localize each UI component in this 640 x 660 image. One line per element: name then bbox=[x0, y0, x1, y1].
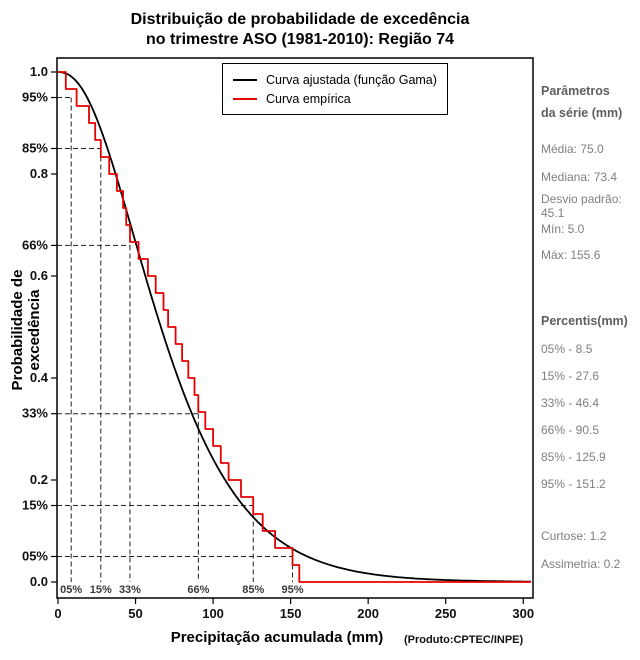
stat-item-curtose: Curtose: 1.2 bbox=[541, 529, 607, 543]
stat-item-min: Mín: 5.0 bbox=[541, 222, 585, 236]
stats-panel: Parâmetros da série (mm) Média: 75.0 Med… bbox=[541, 84, 638, 571]
percentil-item-66: 66% - 90.5 bbox=[541, 423, 600, 437]
percentil-item-85: 85% - 125.9 bbox=[541, 450, 606, 464]
percentil-item-33: 33% - 46.4 bbox=[541, 396, 600, 410]
percentil-item-95: 95% - 151.2 bbox=[541, 477, 606, 491]
y-axis-title: Probabilidade de excedência bbox=[9, 269, 43, 391]
percentil-item-15: 15% - 27.6 bbox=[541, 369, 600, 383]
percentile-x-label: 66% bbox=[187, 584, 209, 596]
x-tick-label: 300 bbox=[512, 606, 534, 621]
percentile-x-label: 95% bbox=[281, 584, 303, 596]
legend-label-fitted: Curva ajustada (função Gama) bbox=[266, 72, 437, 87]
legend: Curva ajustada (função Gama) Curva empír… bbox=[222, 63, 448, 115]
x-tick-label: 100 bbox=[202, 606, 224, 621]
fitted-curve-line bbox=[57, 71, 531, 583]
producer-note: (Produto:CPTEC/INPE) bbox=[404, 634, 524, 646]
stats-header-line2: da série (mm) bbox=[541, 106, 623, 120]
y-tick-label: 0.2 bbox=[30, 472, 48, 487]
percentis-header: Percentis(mm) bbox=[541, 314, 628, 328]
plot-frame bbox=[56, 57, 534, 599]
legend-line-sample-fitted-icon bbox=[233, 78, 257, 81]
x-tick-label: 50 bbox=[128, 606, 142, 621]
y-tick-label: 0.8 bbox=[30, 166, 48, 181]
y-tick-label: 0.0 bbox=[30, 574, 48, 589]
stat-item-max: Máx: 155.6 bbox=[541, 248, 601, 262]
y-tick-label: 0.4 bbox=[30, 370, 49, 385]
chart-title-line1: Distribuição de probabilidade de excedên… bbox=[130, 11, 470, 28]
y-tick-label: 1.0 bbox=[30, 64, 48, 79]
x-axis-title: Precipitação acumulada (mm) bbox=[170, 629, 384, 646]
legend-item-fitted: Curva ajustada (função Gama) bbox=[233, 70, 437, 89]
stat-item-mediana: Mediana: 73.4 bbox=[541, 170, 618, 184]
percentile-x-label: 05% bbox=[60, 584, 82, 596]
percentil-item-05: 05% - 8.5 bbox=[541, 342, 593, 356]
x-tick-label: 0 bbox=[54, 606, 61, 621]
y-percent-label: 66% bbox=[22, 237, 48, 252]
y-percent-label: 15% bbox=[22, 498, 48, 513]
stat-item-assimetria: Assimetria: 0.2 bbox=[541, 557, 621, 571]
y-percent-label: 33% bbox=[22, 406, 48, 421]
x-tick-label: 150 bbox=[280, 606, 302, 621]
y-percent-label: 05% bbox=[22, 549, 48, 564]
percentile-x-label: 15% bbox=[90, 584, 112, 596]
stat-item-desvio-padrao: Desvio padrão: 45.1 bbox=[541, 192, 622, 220]
legend-item-empirical: Curva empírica bbox=[233, 89, 437, 108]
y-tick-label: 0.6 bbox=[30, 268, 48, 283]
stats-header-line1: Parâmetros bbox=[541, 84, 610, 98]
percentile-x-label: 85% bbox=[242, 584, 264, 596]
y-percent-label: 95% bbox=[22, 90, 48, 105]
legend-line-sample-empirical-icon bbox=[233, 97, 257, 100]
x-tick-label: 200 bbox=[357, 606, 379, 621]
stat-item-media: Média: 75.0 bbox=[541, 142, 604, 156]
chart-title: Distribuição de probabilidade de excedên… bbox=[0, 10, 600, 50]
percentile-x-label: 33% bbox=[119, 584, 141, 596]
y-percent-label: 85% bbox=[22, 141, 48, 156]
legend-label-empirical: Curva empírica bbox=[266, 91, 351, 106]
chart-title-line2: no trimestre ASO (1981-2010): Região 74 bbox=[146, 31, 454, 48]
empirical-curve-line bbox=[58, 71, 531, 583]
x-tick-label: 250 bbox=[435, 606, 457, 621]
